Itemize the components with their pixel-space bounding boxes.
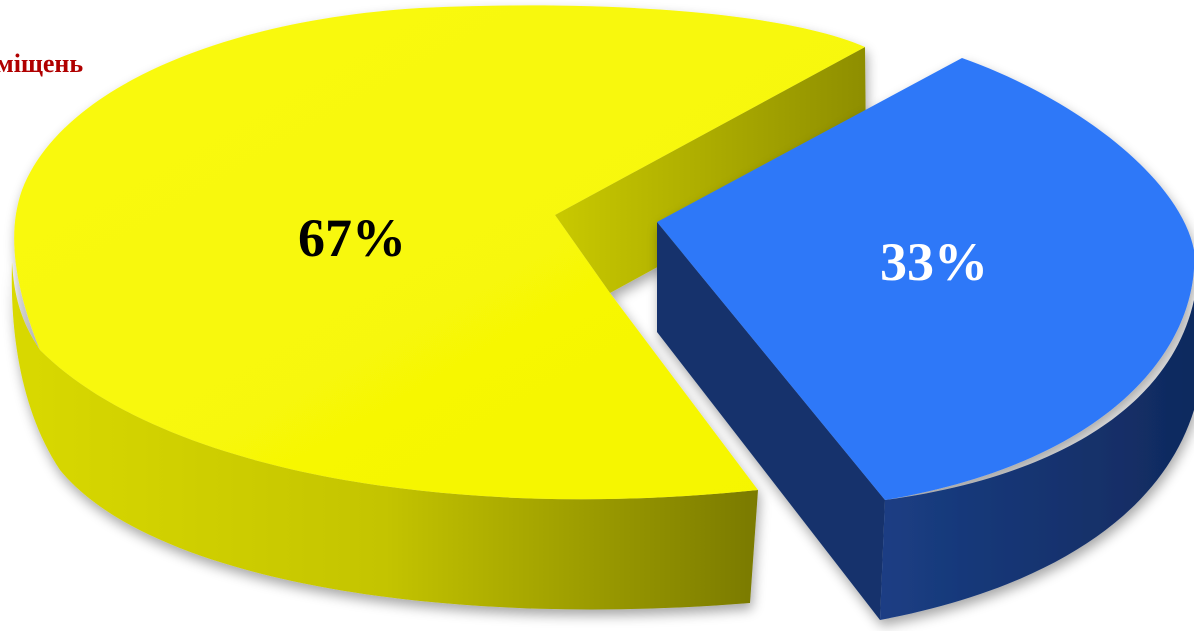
pie-slice-blue-cut xyxy=(657,222,885,620)
data-label-blue: 33% xyxy=(880,232,988,292)
pie-slice-blue-side xyxy=(880,300,1194,620)
data-label-yellow: 67% xyxy=(298,208,406,268)
chart-title: міщень xyxy=(0,49,83,78)
pie-slice-yellow xyxy=(11,5,866,610)
pie-slice-blue-top xyxy=(657,58,1194,500)
pie-slice-yellow-cut xyxy=(555,47,866,293)
pie-slice-yellow-side xyxy=(11,262,759,610)
pie-slice-yellow-top xyxy=(14,5,866,500)
pie-slice-blue xyxy=(657,58,1194,620)
